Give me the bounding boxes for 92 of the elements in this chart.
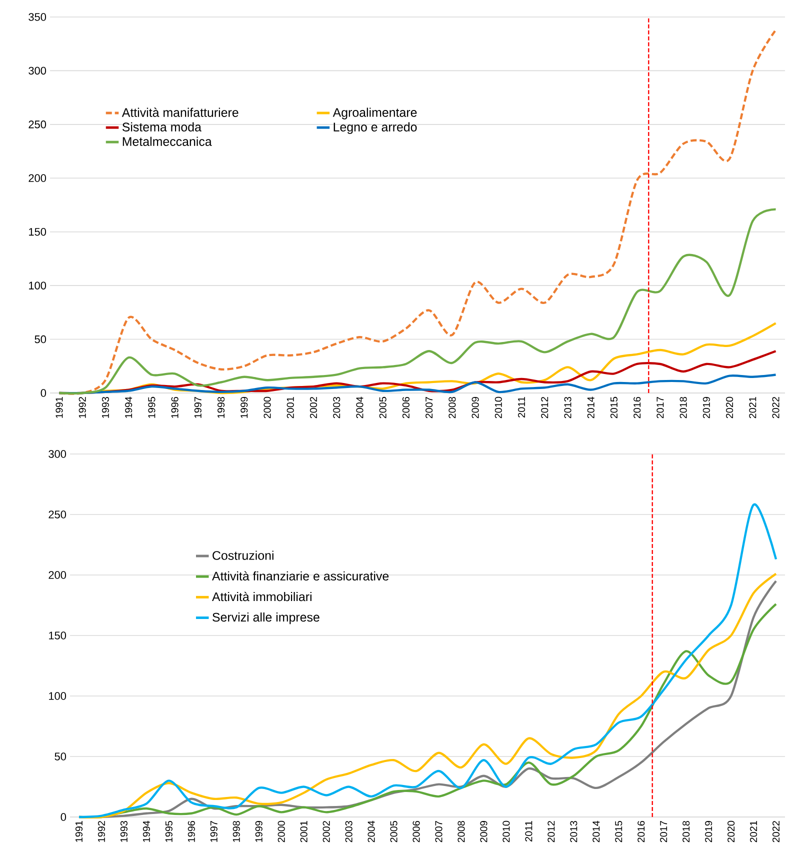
x-tick-label: 2019 [702, 396, 710, 418]
y-tick-label: 0 [60, 813, 66, 821]
y-tick-label: 0 [40, 389, 46, 397]
x-tick-label: 1998 [232, 820, 240, 842]
y-tick-label: 250 [48, 510, 66, 518]
x-tick-label: 2001 [286, 397, 294, 418]
legend-label: Metalmeccanica [122, 136, 212, 146]
x-tick-label: 2019 [705, 820, 712, 842]
y-tick-label: 50 [54, 752, 66, 760]
y-tick-label: 150 [29, 228, 46, 236]
x-tick-label: 1993 [102, 396, 109, 418]
x-tick-label: 2001 [300, 821, 308, 842]
line-series [58, 374, 777, 394]
x-tick-label: 2018 [682, 820, 690, 842]
x-tick-label: 1995 [148, 396, 156, 418]
x-tick-label: 2004 [356, 396, 364, 418]
x-tick-label: 2012 [548, 821, 555, 842]
legend-label: Attività manifatturiere [122, 108, 238, 117]
x-tick-label: 1996 [188, 820, 195, 842]
legend-label: Legno e arredo [334, 122, 417, 134]
y-tick-label: 100 [29, 282, 46, 290]
x-tick-label: 2016 [634, 396, 641, 418]
x-tick-label: 2017 [656, 397, 664, 418]
x-tick-label: 2017 [660, 821, 668, 842]
legend-label: Costruzioni [212, 550, 274, 560]
x-tick-label: 2013 [570, 820, 578, 842]
legend-label: Servizi alle imprese [212, 612, 320, 624]
x-tick-label: 2007 [435, 821, 442, 842]
x-tick-label: 2004 [368, 820, 375, 842]
x-tick-label: 2011 [525, 821, 532, 842]
legend-label: Attività immobiliari [212, 592, 312, 602]
x-tick-label: 2022 [772, 821, 780, 842]
x-tick-label: 1994 [125, 396, 132, 418]
x-tick-label: 2003 [345, 820, 352, 842]
x-tick-label: 1999 [255, 820, 262, 842]
x-tick-label: 2010 [494, 396, 502, 418]
x-tick-label: 2012 [541, 397, 548, 418]
x-tick-label: 1994 [142, 820, 150, 842]
x-tick-label: 2005 [379, 396, 386, 418]
x-tick-label: 2014 [587, 396, 594, 418]
x-tick-label: 2022 [772, 397, 780, 418]
legend-label: Sistema moda [122, 122, 202, 132]
x-tick-label: 1998 [218, 396, 225, 418]
x-tick-label: 2021 [749, 397, 756, 418]
legend-label: Agroalimentare [332, 108, 417, 120]
y-tick-label: 100 [49, 692, 66, 700]
x-tick-label: 2016 [638, 820, 645, 842]
line-series [58, 208, 777, 394]
x-tick-label: 2007 [426, 397, 433, 418]
x-tick-label: 2009 [472, 396, 479, 418]
y-tick-label: 50 [34, 335, 46, 344]
x-tick-label: 1996 [171, 396, 178, 418]
x-tick-label: 1995 [165, 820, 172, 842]
x-tick-label: 1993 [120, 820, 128, 842]
y-tick-label: 250 [28, 120, 46, 128]
x-tick-label: 2010 [502, 820, 510, 842]
x-tick-label: 1992 [98, 821, 106, 842]
x-tick-label: 2020 [728, 820, 735, 842]
x-tick-label: 1997 [194, 397, 202, 418]
y-tick-label: 200 [28, 174, 46, 182]
x-tick-label: 2002 [322, 821, 330, 842]
x-tick-label: 2000 [264, 396, 271, 418]
x-tick-label: 2009 [480, 820, 488, 842]
x-tick-label: 2020 [726, 396, 734, 418]
y-tick-label: 150 [49, 632, 66, 640]
line-series [58, 28, 777, 395]
x-tick-label: 2003 [333, 396, 340, 418]
x-tick-label: 2005 [390, 820, 398, 842]
y-tick-label: 300 [48, 450, 66, 458]
y-tick-label: 350 [28, 13, 46, 21]
x-tick-label: 2011 [518, 396, 526, 418]
y-tick-label: 300 [28, 66, 46, 75]
x-tick-label: 2008 [448, 396, 456, 418]
x-tick-label: 2015 [610, 396, 618, 418]
x-tick-label: 1997 [210, 821, 218, 842]
x-tick-label: 1991 [56, 397, 63, 418]
x-tick-label: 2018 [680, 396, 687, 418]
x-tick-label: 2002 [310, 397, 318, 418]
x-tick-label: 1999 [240, 396, 248, 418]
x-tick-label: 2000 [278, 820, 285, 842]
x-tick-label: 2013 [564, 396, 572, 418]
x-tick-label: 2008 [458, 820, 465, 842]
x-tick-label: 2006 [402, 396, 410, 418]
x-tick-label: 2014 [592, 820, 600, 842]
line-series [78, 504, 778, 818]
x-tick-label: 2021 [750, 821, 758, 842]
x-tick-label: 1992 [78, 397, 86, 418]
legend-label: Attività finanziarie e assicurative [212, 571, 389, 581]
y-tick-label: 200 [48, 571, 66, 579]
x-tick-label: 2015 [615, 820, 622, 842]
x-tick-label: 2006 [412, 820, 420, 842]
x-tick-label: 1991 [75, 821, 83, 842]
